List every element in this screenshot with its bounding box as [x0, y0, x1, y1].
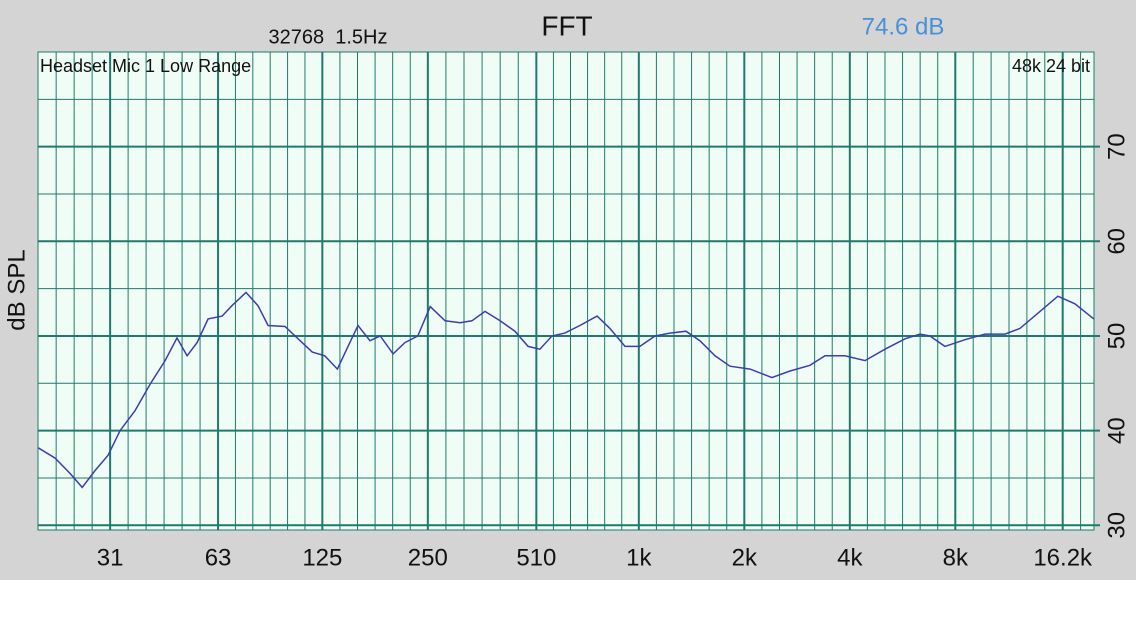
- spectrum-line: [37, 291, 1095, 489]
- plot-background: [38, 52, 1094, 530]
- format-label: 48k 24 bit: [1011, 56, 1090, 76]
- y-tick-label: 40: [1103, 417, 1130, 444]
- x-tick-label: 125: [302, 544, 342, 571]
- y-tick-label: 70: [1103, 133, 1130, 160]
- grid: [38, 52, 1100, 530]
- x-tick-label: 510: [516, 544, 556, 571]
- y-axis-label: dB SPL: [3, 249, 30, 330]
- x-tick-label: 2k: [732, 544, 758, 571]
- x-tick-label: 16.2k: [1033, 544, 1093, 571]
- x-tick-label: 8k: [943, 544, 969, 571]
- plot-border: [37, 51, 1095, 531]
- fft-size: 32768 1.5Hz: [269, 26, 388, 48]
- x-tick-label: 4k: [837, 544, 863, 571]
- y-tick-label: 60: [1103, 228, 1130, 255]
- y-tick-label: 30: [1103, 512, 1130, 539]
- x-tick-label: 31: [97, 544, 124, 571]
- y-tick-label: 50: [1103, 323, 1130, 350]
- x-tick-label: 250: [408, 544, 448, 571]
- level-readout: 74.6 dB: [862, 13, 945, 40]
- chart-title: FFT: [541, 10, 592, 41]
- x-tick-label: 63: [205, 544, 232, 571]
- input-label: Headset Mic 1 Low Range: [40, 56, 252, 76]
- x-tick-label: 1k: [626, 544, 652, 571]
